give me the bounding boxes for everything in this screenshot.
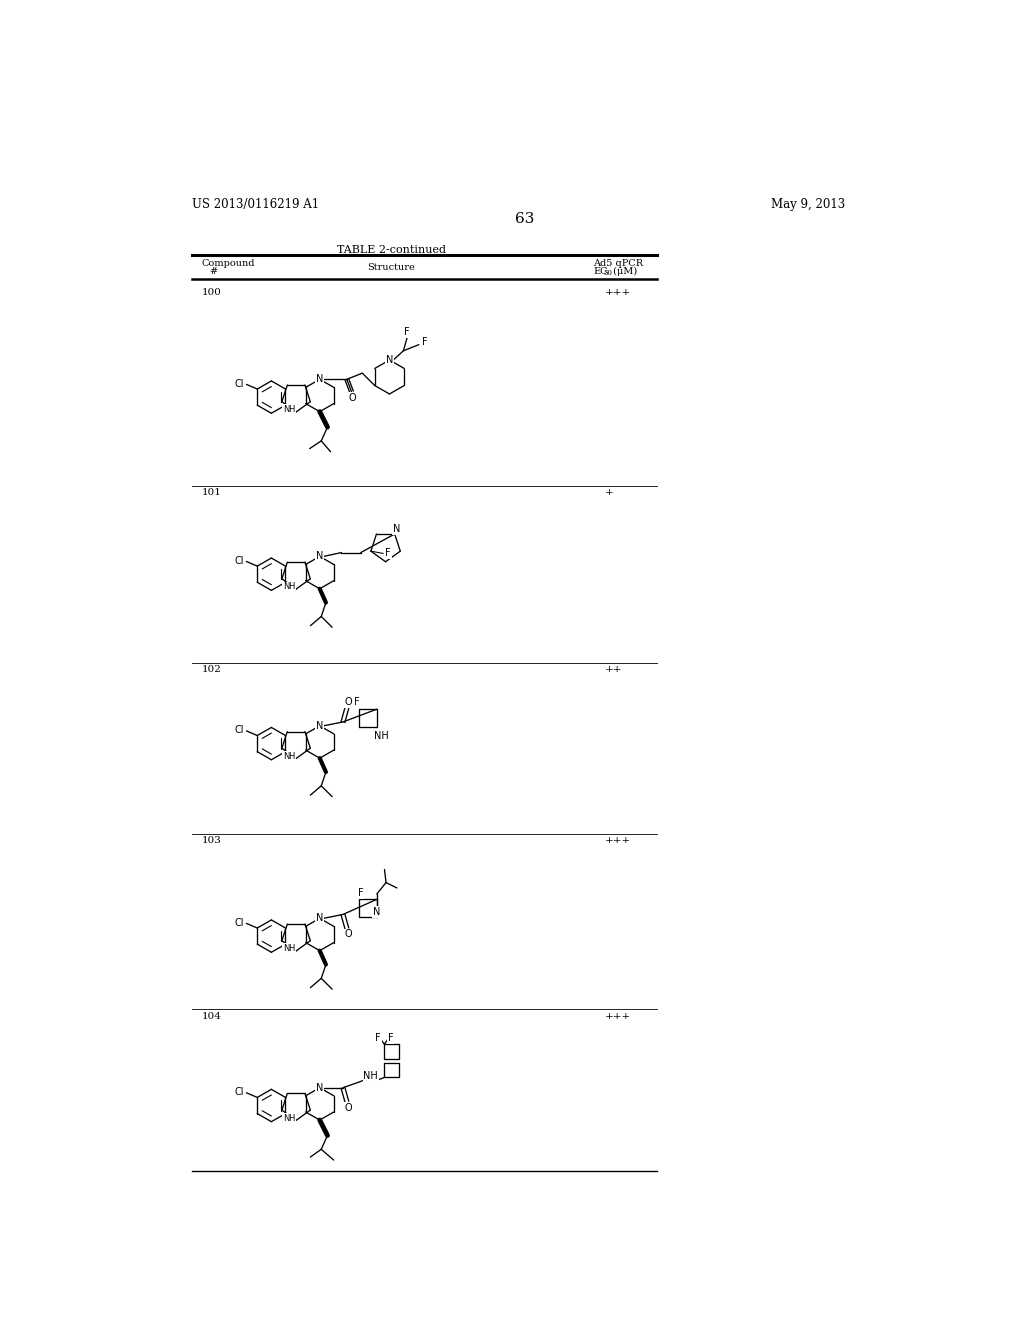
Text: N: N (373, 907, 381, 917)
Text: 104: 104 (202, 1011, 221, 1020)
Text: 100: 100 (202, 288, 221, 297)
Text: EC: EC (593, 267, 607, 276)
Text: N: N (316, 1082, 324, 1093)
Text: N: N (283, 1114, 290, 1122)
Text: N: N (316, 721, 324, 731)
Text: NH: NH (374, 731, 389, 742)
Text: +++: +++ (604, 288, 631, 297)
Text: Ad5 qPCR: Ad5 qPCR (593, 259, 643, 268)
Text: O: O (344, 929, 352, 940)
Text: F: F (354, 697, 360, 708)
Text: Cl: Cl (234, 725, 244, 735)
Text: NH: NH (364, 1071, 378, 1081)
Text: F: F (385, 548, 391, 558)
Text: N: N (316, 375, 324, 384)
Text: F: F (422, 338, 428, 347)
Text: N: N (283, 582, 290, 591)
Text: ++: ++ (604, 665, 623, 675)
Text: 103: 103 (202, 836, 221, 845)
Text: 50: 50 (603, 268, 612, 276)
Text: O: O (348, 393, 356, 403)
Text: N: N (283, 405, 290, 414)
Text: Cl: Cl (234, 556, 244, 566)
Text: Cl: Cl (234, 917, 244, 928)
Text: N: N (386, 355, 393, 366)
Text: H: H (289, 944, 295, 953)
Text: N: N (283, 944, 290, 953)
Text: TABLE 2-continued: TABLE 2-continued (337, 244, 446, 255)
Text: N: N (283, 752, 290, 760)
Text: H: H (289, 1114, 295, 1122)
Text: 63: 63 (515, 213, 535, 226)
Text: +: + (604, 488, 613, 496)
Text: May 9, 2013: May 9, 2013 (771, 198, 846, 211)
Text: F: F (357, 888, 364, 898)
Text: 102: 102 (202, 665, 221, 675)
Text: H: H (289, 752, 295, 760)
Text: +++: +++ (604, 1011, 631, 1020)
Text: F: F (388, 1034, 393, 1043)
Text: (μM): (μM) (610, 267, 637, 276)
Text: Compound: Compound (202, 259, 255, 268)
Text: Cl: Cl (234, 379, 244, 388)
Text: Cl: Cl (234, 1088, 244, 1097)
Text: F: F (404, 326, 410, 337)
Text: N: N (316, 552, 324, 561)
Text: 101: 101 (202, 488, 221, 496)
Text: O: O (344, 1102, 352, 1113)
Text: N: N (392, 524, 400, 535)
Text: O: O (344, 697, 352, 708)
Text: N: N (316, 913, 324, 923)
Text: Structure: Structure (368, 263, 416, 272)
Text: H: H (289, 582, 295, 591)
Text: #: # (209, 267, 217, 276)
Text: F: F (375, 1034, 381, 1043)
Text: US 2013/0116219 A1: US 2013/0116219 A1 (191, 198, 318, 211)
Text: +++: +++ (604, 836, 631, 845)
Text: H: H (289, 405, 295, 414)
